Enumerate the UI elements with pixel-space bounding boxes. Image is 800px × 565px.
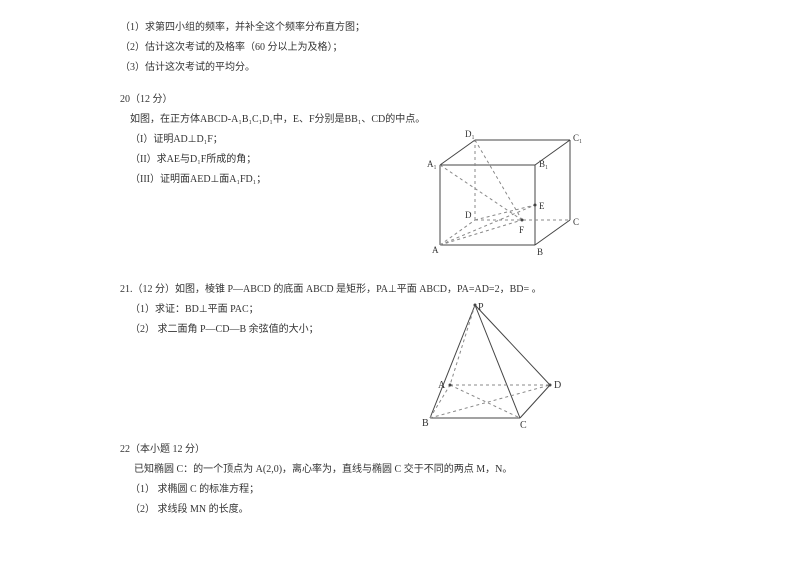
label-E: E [539, 201, 545, 211]
q22-intro: 已知椭圆 C：的一个顶点为 A(2,0)，离心率为，直线与椭圆 C 交于不同的两… [120, 462, 680, 478]
q22-header: 22（本小题 12 分） [120, 442, 680, 458]
label-F: F [519, 225, 524, 235]
label-P: P [478, 302, 484, 313]
q20-header: 20（12 分） [120, 92, 680, 108]
q19-item3: （3）估计这次考试的平均分。 [120, 60, 680, 76]
label-A1: A₁ [427, 159, 437, 169]
cube-svg: A B C D A₁ B₁ C₁ D₁ E F [415, 115, 605, 260]
q21-header: 21.（12 分）如图，棱锥 P—ABCD 的底面 ABCD 是矩形，PA⊥平面… [120, 282, 680, 298]
cube-diagram: A B C D A₁ B₁ C₁ D₁ E F [415, 115, 605, 265]
label-Cc: C [520, 420, 527, 430]
pyramid-diagram: P A B C D [400, 300, 580, 435]
label-Bb: B [422, 418, 429, 429]
pyramid-svg: P A B C D [400, 300, 580, 430]
page-content: （1）求第四小组的频率，并补全这个频率分布直方图； （2）估计这次考试的及格率（… [120, 20, 680, 522]
q19-item1: （1）求第四小组的频率，并补全这个频率分布直方图； [120, 20, 680, 36]
label-A: A [432, 245, 439, 255]
label-B: B [537, 247, 543, 257]
label-Dd: D [554, 380, 561, 391]
q19-item2: （2）估计这次考试的及格率（60 分以上为及格）； [120, 40, 680, 56]
label-C1: C₁ [573, 133, 582, 143]
label-C: C [573, 217, 579, 227]
q22-item2: （2） 求线段 MN 的长度。 [120, 502, 680, 518]
label-D1: D₁ [465, 129, 475, 139]
q22-item1: （1） 求椭圆 C 的标准方程； [120, 482, 680, 498]
label-B1: B₁ [539, 159, 548, 169]
label-D: D [465, 210, 472, 220]
label-Aa: A [438, 380, 446, 391]
